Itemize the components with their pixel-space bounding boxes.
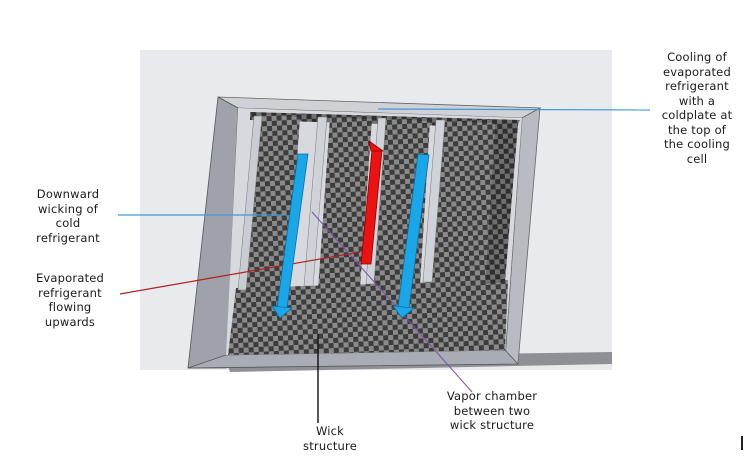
evaporated-refrigerant-label: Evaporated refrigerant flowing upwards bbox=[35, 271, 105, 329]
vapor-channel bbox=[422, 119, 446, 283]
wick-fin bbox=[318, 118, 372, 290]
arrow-head bbox=[392, 305, 415, 319]
vapor-chamber-label: Vapor chamber between two wick structure bbox=[446, 389, 538, 432]
vapor-channel bbox=[303, 116, 328, 287]
evaporated-leader-line bbox=[119, 251, 361, 295]
cooling-label: Cooling of evaporated refrigerant with a… bbox=[661, 50, 733, 166]
arrow-head bbox=[368, 140, 385, 152]
cold-refrigerant-arrow-left bbox=[271, 153, 309, 319]
vapor-channel bbox=[237, 115, 263, 291]
wick-structure-label: Wick structure bbox=[303, 424, 357, 453]
vapor-leader-line bbox=[311, 211, 473, 393]
arrow-head bbox=[271, 305, 293, 319]
wick-bottom-base bbox=[228, 280, 508, 355]
edge-cursor-mark bbox=[741, 436, 743, 450]
downward-wicking-label: Downward wicking of cold refrigerant bbox=[36, 187, 100, 245]
evaporated-refrigerant-arrow bbox=[360, 140, 385, 265]
wick-fin-edge bbox=[485, 123, 518, 284]
wick-fin bbox=[430, 121, 495, 286]
cold-refrigerant-arrow-right bbox=[392, 153, 430, 319]
cooling-leader-line bbox=[377, 108, 651, 111]
frame-left-wall bbox=[187, 96, 239, 369]
